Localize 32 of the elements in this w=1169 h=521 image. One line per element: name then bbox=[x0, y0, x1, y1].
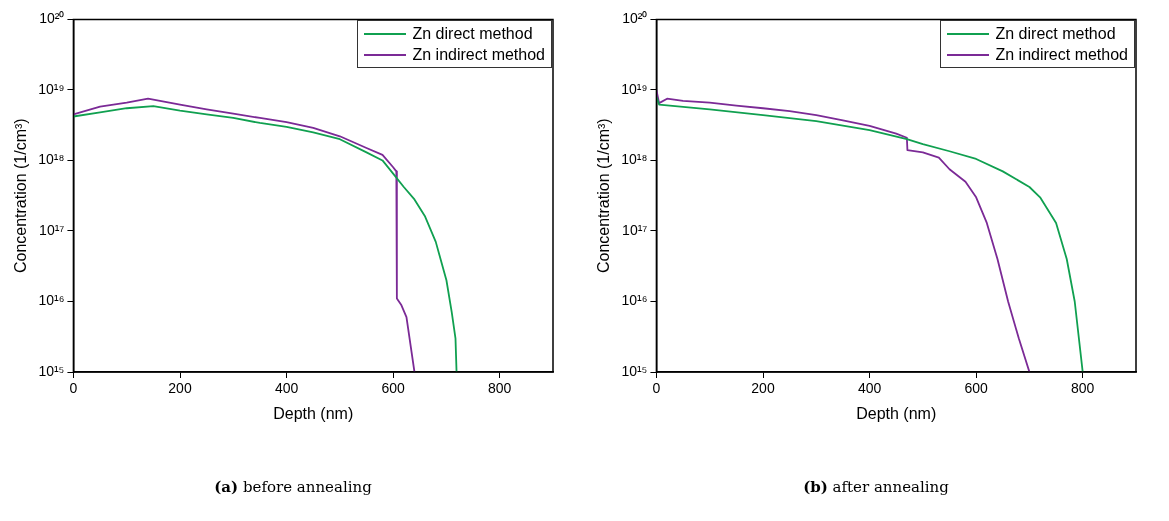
x-tick-label: 200 bbox=[751, 380, 775, 397]
y-tick-label: 10²⁰ bbox=[622, 10, 648, 27]
y-axis-title: Concentration (1/cm³) bbox=[595, 118, 613, 274]
x-axis-title: Depth (nm) bbox=[273, 404, 354, 422]
text: (a) before annealing bbox=[214, 478, 372, 496]
y-tick-label: 10¹⁷ bbox=[622, 221, 648, 238]
legend-label: Zn direct method bbox=[995, 24, 1116, 45]
y-axis-title: Concentration (1/cm³) bbox=[12, 118, 30, 274]
y-tick-label: 10¹⁹ bbox=[38, 80, 65, 97]
y-tick-label: 10¹⁷ bbox=[39, 221, 65, 238]
y-tick-label: 10¹⁵ bbox=[621, 362, 648, 379]
legend-label: Zn indirect method bbox=[995, 45, 1128, 66]
x-tick-label: 400 bbox=[274, 380, 299, 397]
y-tick-label: 10¹⁶ bbox=[38, 292, 65, 309]
x-tick-label: 400 bbox=[857, 380, 882, 397]
y-tick-label: 10¹⁹ bbox=[621, 80, 648, 97]
x-tick-label: 200 bbox=[168, 380, 192, 397]
y-tick-label: 10¹⁸ bbox=[38, 151, 65, 168]
x-tick-label: 0 bbox=[652, 380, 661, 397]
y-tick-label: 10¹⁵ bbox=[38, 362, 65, 379]
x-axis-title: Depth (nm) bbox=[856, 404, 937, 422]
legend-label: Zn direct method bbox=[412, 24, 533, 45]
y-tick-label: 10¹⁶ bbox=[621, 292, 648, 309]
x-tick-label: 800 bbox=[1071, 380, 1095, 397]
y-tick-label: 10¹⁸ bbox=[621, 151, 648, 168]
x-tick-label: 0 bbox=[69, 380, 78, 397]
y-tick-label: 10²⁰ bbox=[39, 10, 65, 27]
text: (b) after annealing bbox=[803, 478, 949, 496]
x-tick-label: 600 bbox=[381, 380, 406, 397]
legend-label: Zn indirect method bbox=[412, 45, 545, 66]
x-tick-label: 600 bbox=[964, 380, 989, 397]
x-tick-label: 800 bbox=[488, 380, 512, 397]
